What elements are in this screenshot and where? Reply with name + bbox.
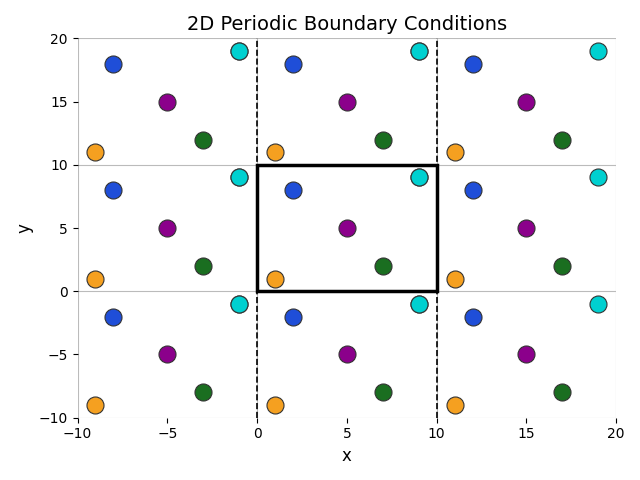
Point [288, 186, 298, 194]
Point [108, 60, 118, 68]
Point [342, 98, 352, 106]
Point [467, 312, 477, 320]
Point [288, 312, 298, 320]
Point [288, 60, 298, 68]
Point [467, 186, 477, 194]
Point [449, 275, 460, 282]
Point [342, 224, 352, 232]
Point [162, 351, 172, 359]
Point [198, 136, 209, 144]
Point [557, 389, 568, 396]
Point [162, 98, 172, 106]
Point [413, 174, 424, 181]
Point [198, 262, 209, 270]
Point [522, 224, 532, 232]
Point [378, 136, 388, 144]
Point [342, 351, 352, 359]
Point [413, 300, 424, 308]
Point [270, 401, 280, 409]
Title: 2D Periodic Boundary Conditions: 2D Periodic Boundary Conditions [187, 15, 507, 34]
Point [234, 47, 244, 55]
Point [467, 60, 477, 68]
Point [108, 312, 118, 320]
X-axis label: x: x [342, 447, 352, 465]
Point [413, 47, 424, 55]
Point [198, 389, 209, 396]
Point [90, 148, 100, 156]
Point [413, 300, 424, 308]
Point [234, 174, 244, 181]
Point [413, 47, 424, 55]
Point [522, 351, 532, 359]
Point [270, 275, 280, 282]
Point [90, 401, 100, 409]
Point [162, 224, 172, 232]
Point [378, 389, 388, 396]
Point [270, 148, 280, 156]
Point [378, 262, 388, 270]
Point [557, 262, 568, 270]
Y-axis label: y: y [15, 223, 33, 233]
Point [234, 300, 244, 308]
Bar [257, 165, 436, 291]
Point [413, 174, 424, 181]
Point [234, 47, 244, 55]
Point [593, 174, 604, 181]
Point [449, 401, 460, 409]
Point [234, 300, 244, 308]
Point [449, 148, 460, 156]
Point [108, 186, 118, 194]
Point [593, 47, 604, 55]
Point [90, 275, 100, 282]
Point [234, 174, 244, 181]
Point [522, 98, 532, 106]
Point [593, 300, 604, 308]
Point [557, 136, 568, 144]
